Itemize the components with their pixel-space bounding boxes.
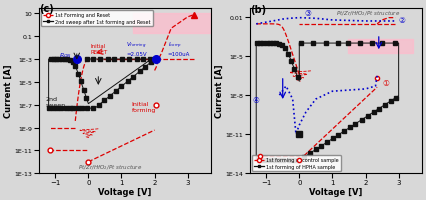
Text: $V_{forming}$
=2.05V: $V_{forming}$ =2.05V bbox=[127, 40, 147, 56]
Legend: 1st Forming and Reset, 2nd sweep after 1st forming and Reset: 1st Forming and Reset, 2nd sweep after 1… bbox=[41, 11, 153, 27]
Y-axis label: Current [A]: Current [A] bbox=[215, 64, 224, 118]
Text: Initial
forming: Initial forming bbox=[132, 101, 156, 112]
Text: $R_{ON}$: $R_{ON}$ bbox=[58, 50, 72, 59]
Text: 2nd
sweep: 2nd sweep bbox=[45, 97, 66, 107]
X-axis label: Voltage [V]: Voltage [V] bbox=[98, 187, 152, 196]
X-axis label: Voltage [V]: Voltage [V] bbox=[309, 187, 363, 196]
Bar bbox=[348, 40, 413, 53]
Text: (b): (b) bbox=[250, 5, 266, 15]
Text: Pt/Zr/HfO$_2$/Pt structure: Pt/Zr/HfO$_2$/Pt structure bbox=[78, 162, 143, 171]
Text: (c): (c) bbox=[39, 4, 54, 14]
Bar bbox=[133, 14, 392, 34]
Text: ③: ③ bbox=[304, 9, 311, 18]
Text: $I_{comp}$
=100uA: $I_{comp}$ =100uA bbox=[168, 40, 190, 56]
Y-axis label: Current [A]: Current [A] bbox=[4, 64, 13, 118]
Text: ②: ② bbox=[399, 16, 406, 25]
Text: ④: ④ bbox=[253, 95, 260, 104]
Text: Initial
RESET: Initial RESET bbox=[91, 44, 108, 55]
Legend: 1st forming of control sample, 1st forming of HPHA sample: 1st forming of control sample, 1st formi… bbox=[252, 156, 341, 171]
Text: ①: ① bbox=[382, 79, 389, 88]
Text: Pt/Zr/HfO$_2$/Pt structure: Pt/Zr/HfO$_2$/Pt structure bbox=[336, 9, 400, 18]
